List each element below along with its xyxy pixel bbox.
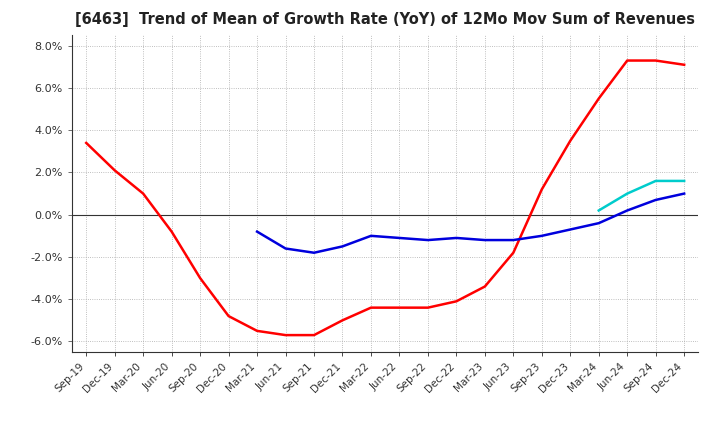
3 Years xyxy=(82,140,91,146)
5 Years xyxy=(366,233,375,238)
5 Years xyxy=(253,229,261,234)
3 Years xyxy=(167,229,176,234)
3 Years xyxy=(509,250,518,255)
3 Years xyxy=(282,333,290,338)
3 Years xyxy=(196,275,204,281)
3 Years xyxy=(652,58,660,63)
5 Years xyxy=(595,220,603,226)
5 Years xyxy=(395,235,404,241)
Line: 5 Years: 5 Years xyxy=(257,194,684,253)
3 Years xyxy=(452,299,461,304)
Line: 7 Years: 7 Years xyxy=(599,181,684,210)
3 Years xyxy=(110,168,119,173)
3 Years xyxy=(566,138,575,143)
5 Years xyxy=(652,197,660,202)
3 Years xyxy=(253,328,261,334)
Line: 3 Years: 3 Years xyxy=(86,61,684,335)
3 Years xyxy=(423,305,432,310)
5 Years xyxy=(338,244,347,249)
3 Years xyxy=(338,318,347,323)
3 Years xyxy=(395,305,404,310)
5 Years xyxy=(680,191,688,196)
3 Years xyxy=(623,58,631,63)
3 Years xyxy=(537,187,546,192)
7 Years xyxy=(623,191,631,196)
5 Years xyxy=(509,238,518,243)
5 Years xyxy=(310,250,318,255)
3 Years xyxy=(225,313,233,319)
3 Years xyxy=(139,191,148,196)
3 Years xyxy=(310,333,318,338)
7 Years xyxy=(680,178,688,183)
5 Years xyxy=(566,227,575,232)
3 Years xyxy=(480,284,489,289)
5 Years xyxy=(537,233,546,238)
5 Years xyxy=(452,235,461,241)
5 Years xyxy=(480,238,489,243)
7 Years xyxy=(595,208,603,213)
5 Years xyxy=(423,238,432,243)
Title: [6463]  Trend of Mean of Growth Rate (YoY) of 12Mo Mov Sum of Revenues: [6463] Trend of Mean of Growth Rate (YoY… xyxy=(75,12,696,27)
5 Years xyxy=(623,208,631,213)
5 Years xyxy=(282,246,290,251)
7 Years xyxy=(652,178,660,183)
3 Years xyxy=(680,62,688,67)
3 Years xyxy=(366,305,375,310)
3 Years xyxy=(595,96,603,101)
